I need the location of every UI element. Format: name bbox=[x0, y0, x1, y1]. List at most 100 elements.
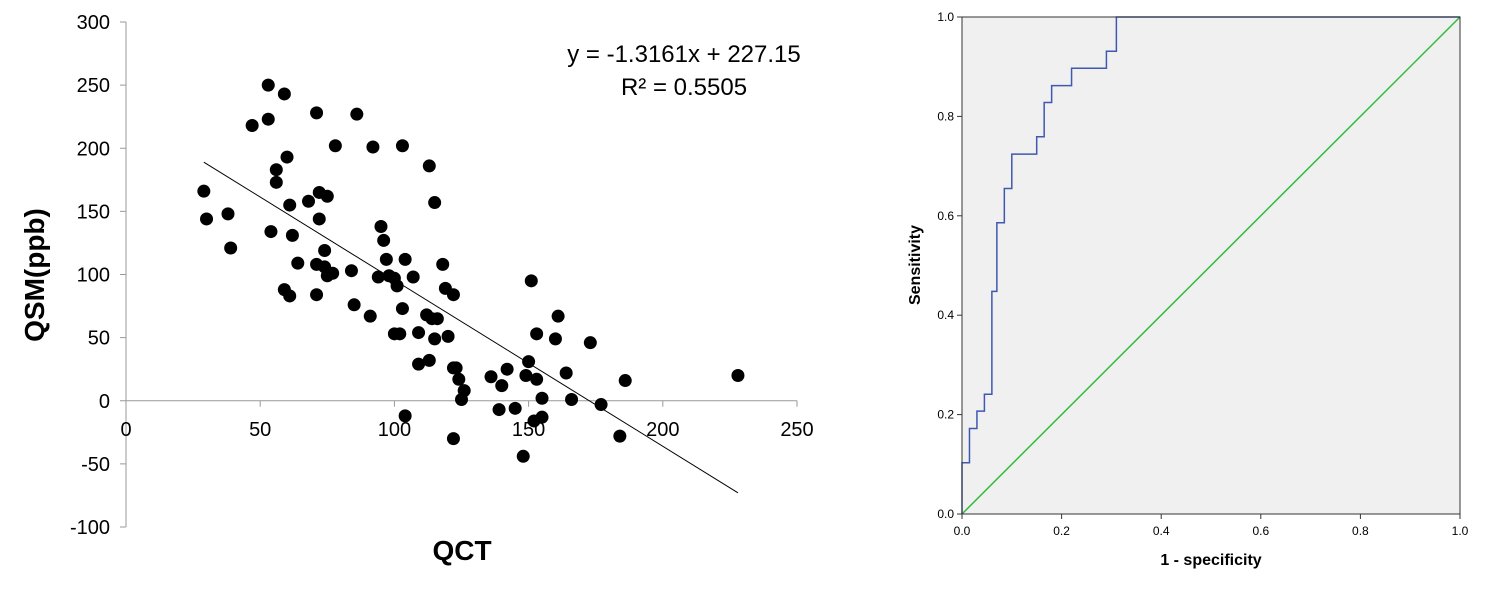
data-point bbox=[422, 159, 436, 173]
data-point bbox=[302, 194, 316, 208]
y-tick-label: 250 bbox=[77, 75, 110, 97]
data-point bbox=[328, 139, 342, 153]
data-point bbox=[269, 163, 283, 177]
data-point bbox=[261, 112, 275, 126]
data-point bbox=[551, 309, 565, 323]
x-tick-label: 1.0 bbox=[1452, 524, 1469, 538]
y-tick-label: 0 bbox=[99, 391, 110, 413]
data-point bbox=[492, 403, 506, 417]
data-point bbox=[430, 312, 444, 326]
data-point bbox=[457, 384, 471, 398]
data-point bbox=[221, 207, 235, 221]
data-point bbox=[197, 184, 211, 198]
data-point bbox=[565, 392, 579, 406]
x-tick-label: 0.6 bbox=[1252, 524, 1269, 538]
data-point bbox=[245, 119, 259, 133]
scatter-chart: -100 -50 0 50 100 150 200 250 300 0 50 100 150 200 250… bbox=[19, 12, 814, 566]
data-point bbox=[559, 366, 573, 380]
data-point bbox=[618, 374, 632, 388]
data-point bbox=[390, 279, 404, 293]
data-point bbox=[436, 257, 450, 271]
data-point bbox=[374, 220, 388, 234]
x-tick-label: 50 bbox=[249, 419, 271, 441]
data-point bbox=[393, 327, 407, 341]
y-tick-label: 100 bbox=[77, 265, 110, 287]
y-tick-label: 0.0 bbox=[937, 507, 954, 521]
roc-chart: 0.0 0.2 0.4 0.6 0.8 1.0 0.0 0.2 0.4 0.6 0.8 1.0 1 -… bbox=[900, 0, 1487, 588]
x-tick-label: 0.8 bbox=[1352, 524, 1369, 538]
y-tick-label: 0.6 bbox=[937, 209, 954, 223]
data-point bbox=[283, 289, 297, 303]
data-point bbox=[285, 228, 299, 242]
data-point bbox=[377, 233, 391, 247]
data-point bbox=[428, 196, 442, 210]
data-point bbox=[310, 288, 324, 302]
data-point bbox=[269, 175, 283, 189]
data-point bbox=[200, 212, 214, 226]
data-point bbox=[379, 252, 393, 266]
data-point bbox=[291, 256, 305, 270]
data-point bbox=[347, 298, 361, 312]
data-point bbox=[264, 225, 278, 239]
data-point bbox=[449, 361, 463, 375]
data-point bbox=[583, 336, 597, 350]
data-point bbox=[412, 357, 426, 371]
y-tick-label: 150 bbox=[77, 201, 110, 223]
data-point bbox=[412, 326, 426, 340]
trendline bbox=[203, 161, 739, 494]
data-point bbox=[280, 150, 294, 164]
plot-frame bbox=[961, 16, 1461, 515]
data-point bbox=[613, 429, 627, 443]
y-tick-label: 300 bbox=[77, 12, 110, 34]
data-point bbox=[398, 252, 412, 266]
data-point bbox=[406, 270, 420, 284]
data-point bbox=[395, 139, 409, 153]
data-point bbox=[428, 332, 442, 346]
data-point bbox=[535, 410, 549, 424]
x-tick-label: 0.4 bbox=[1153, 524, 1170, 538]
roc-plot-area: 0.0 0.2 0.4 0.6 0.8 1.0 0.0 0.2 0.4 0.6 0.8 1.0 1 -… bbox=[907, 10, 1469, 569]
data-point bbox=[535, 391, 549, 405]
y-tick-label: 50 bbox=[88, 328, 110, 350]
x-axis-title: 1 - specificity bbox=[1160, 552, 1261, 569]
data-point bbox=[508, 401, 522, 415]
data-point bbox=[326, 266, 340, 280]
data-point bbox=[363, 309, 377, 323]
data-point bbox=[398, 409, 412, 423]
reference-line bbox=[961, 16, 1461, 515]
y-tick-label: 0.4 bbox=[937, 308, 954, 322]
x-tick-label: 100 bbox=[378, 419, 411, 441]
data-point bbox=[731, 369, 745, 382]
data-point bbox=[524, 274, 538, 288]
data-point bbox=[310, 106, 324, 120]
data-point bbox=[530, 327, 544, 341]
trendline-equation: y = -1.3161x + 227.15 bbox=[567, 41, 801, 68]
data-point bbox=[594, 398, 608, 412]
data-point bbox=[441, 329, 455, 343]
roc-curve bbox=[961, 16, 1460, 514]
data-point bbox=[224, 241, 238, 255]
data-point bbox=[366, 140, 380, 154]
data-point bbox=[344, 264, 358, 278]
data-point bbox=[277, 87, 291, 101]
data-point bbox=[495, 379, 509, 393]
data-point bbox=[350, 107, 364, 121]
x-tick-label: 0.0 bbox=[954, 524, 971, 538]
y-tick-label: -50 bbox=[81, 454, 110, 476]
data-point bbox=[530, 372, 544, 386]
data-point bbox=[320, 189, 334, 203]
data-point bbox=[446, 288, 460, 302]
data-point bbox=[519, 369, 533, 382]
x-tick-label: 0.2 bbox=[1053, 524, 1070, 538]
data-point bbox=[516, 449, 530, 463]
y-tick-label: 1.0 bbox=[937, 10, 954, 24]
y-tick-label: 0.2 bbox=[937, 408, 954, 422]
r-squared-label: R² = 0.5505 bbox=[621, 74, 747, 101]
x-tick-label: 250 bbox=[780, 419, 813, 441]
y-tick-label: 200 bbox=[77, 138, 110, 160]
data-point bbox=[500, 362, 514, 376]
data-point bbox=[452, 372, 466, 386]
data-point bbox=[484, 370, 498, 384]
x-tick-label: 200 bbox=[646, 419, 679, 441]
